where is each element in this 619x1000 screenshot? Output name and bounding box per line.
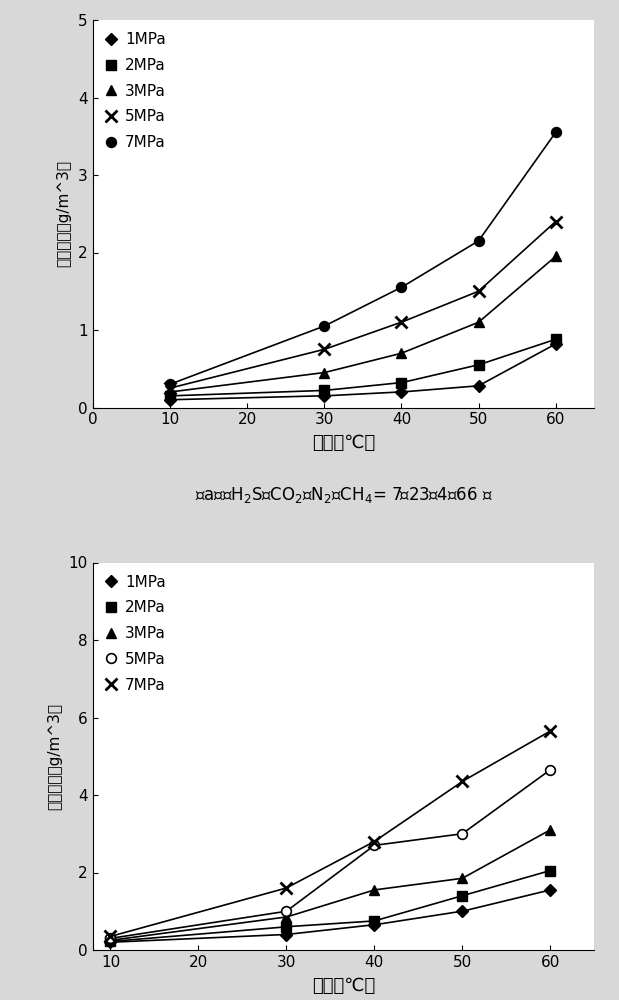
2MPa [283,921,290,933]
5MPa [547,764,554,776]
3MPa [106,934,114,946]
1MPa [397,386,405,398]
1MPa [321,390,328,402]
Line: 2MPa: 2MPa [165,334,561,401]
1MPa [371,919,378,931]
5MPa [371,839,378,851]
2MPa [106,935,114,947]
1MPa [106,936,114,948]
7MPa [397,281,405,293]
7MPa [547,725,554,737]
1MPa [475,380,482,392]
Text: （a）（H$_2$S：CO$_2$：N$_2$：CH$_4$= 7：23：4：66 ）: （a）（H$_2$S：CO$_2$：N$_2$：CH$_4$= 7：23：4：6… [194,485,493,505]
3MPa [371,884,378,896]
1MPa [283,928,290,940]
5MPa [552,216,560,228]
7MPa [552,126,560,138]
7MPa [475,235,482,247]
3MPa [459,872,466,884]
2MPa [475,359,482,371]
7MPa [321,320,328,332]
3MPa [167,386,174,398]
7MPa [459,775,466,787]
5MPa [459,828,466,840]
5MPa [167,382,174,394]
1MPa [459,905,466,917]
Line: 1MPa: 1MPa [106,886,555,946]
Y-axis label: 硫溶解度（g/m^3）: 硫溶解度（g/m^3） [56,160,71,267]
5MPa [106,932,114,944]
7MPa [371,835,378,847]
2MPa [547,865,554,877]
3MPa [321,367,328,379]
Legend: 1MPa, 2MPa, 3MPa, 5MPa, 7MPa: 1MPa, 2MPa, 3MPa, 5MPa, 7MPa [100,570,170,697]
Line: 2MPa: 2MPa [106,866,555,946]
5MPa [475,285,482,297]
Line: 5MPa: 5MPa [106,765,555,943]
3MPa [552,250,560,262]
5MPa [283,905,290,917]
3MPa [397,347,405,359]
2MPa [397,377,405,389]
3MPa [475,316,482,328]
5MPa [321,343,328,355]
1MPa [552,338,560,350]
2MPa [321,384,328,396]
1MPa [167,394,174,406]
5MPa [397,316,405,328]
7MPa [167,378,174,390]
1MPa [547,884,554,896]
3MPa [283,911,290,923]
Y-axis label: 硫溶解度（g/m^3）: 硫溶解度（g/m^3） [47,703,62,810]
Line: 5MPa: 5MPa [164,215,562,394]
X-axis label: 温度（℃）: 温度（℃） [312,977,375,995]
X-axis label: 温度（℃）: 温度（℃） [312,434,375,452]
Line: 3MPa: 3MPa [106,825,555,945]
2MPa [552,333,560,345]
2MPa [371,915,378,927]
Line: 7MPa: 7MPa [104,725,556,943]
2MPa [167,390,174,402]
Line: 3MPa: 3MPa [165,252,561,397]
2MPa [459,890,466,902]
7MPa [283,882,290,894]
Line: 7MPa: 7MPa [165,128,561,389]
3MPa [547,824,554,836]
7MPa [106,930,114,942]
Line: 1MPa: 1MPa [166,340,560,404]
Legend: 1MPa, 2MPa, 3MPa, 5MPa, 7MPa: 1MPa, 2MPa, 3MPa, 5MPa, 7MPa [100,28,170,155]
